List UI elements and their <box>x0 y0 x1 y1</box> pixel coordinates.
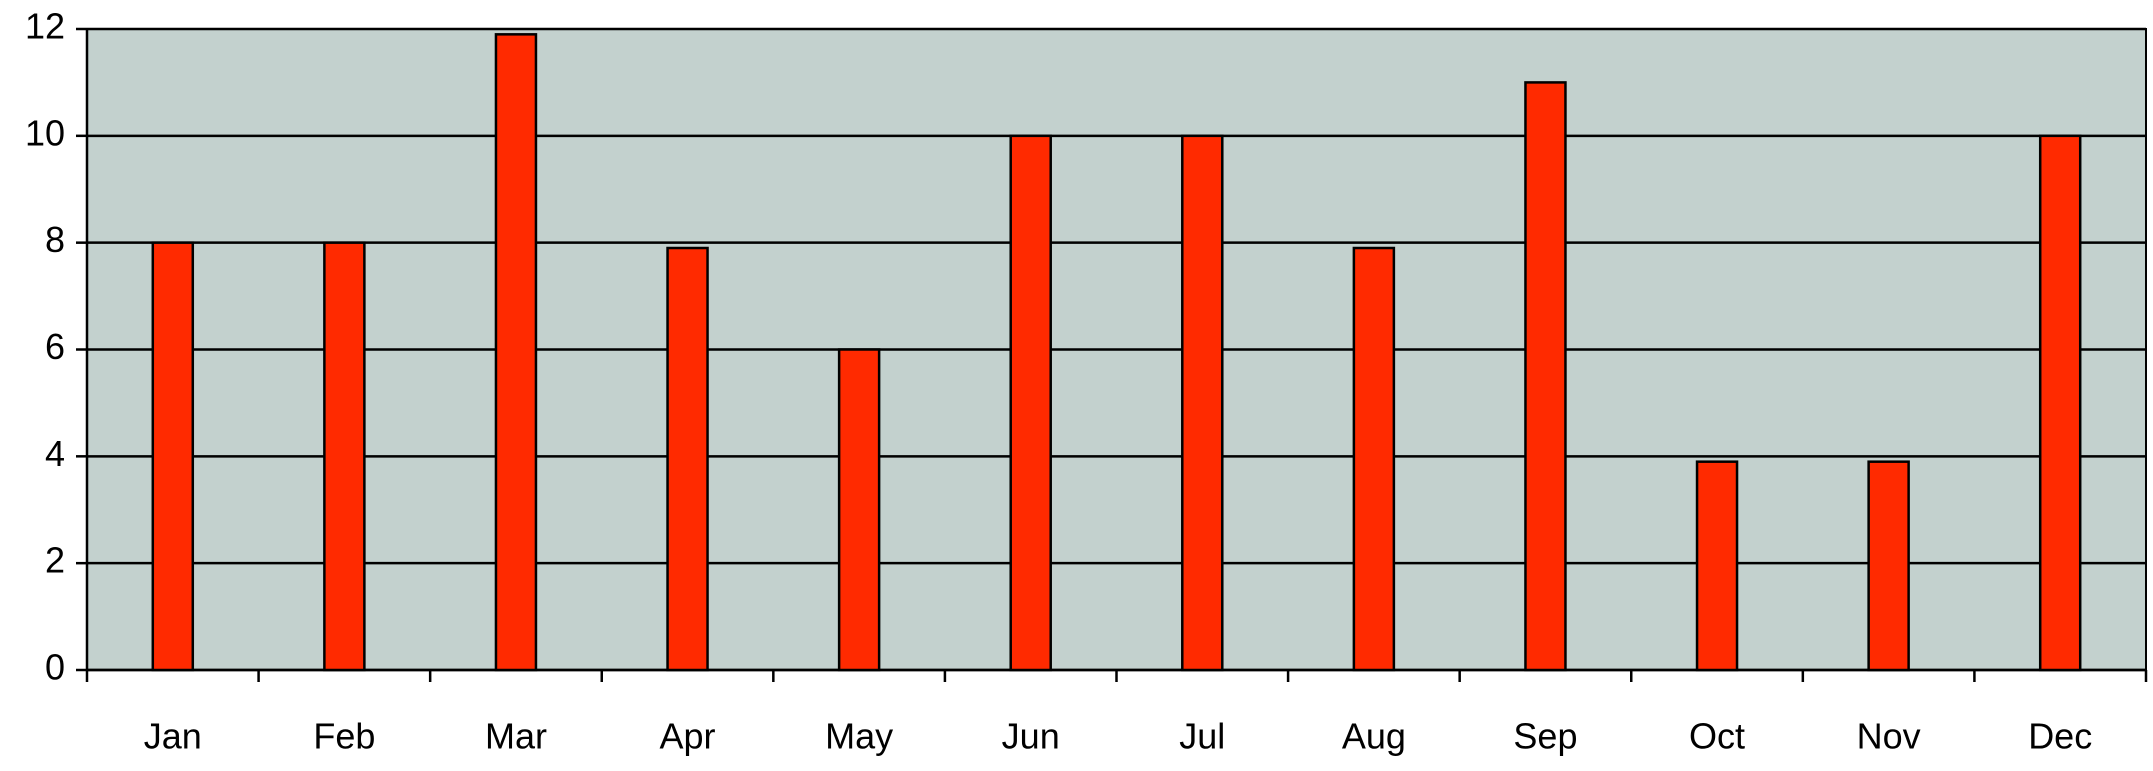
x-tick-label: Apr <box>660 716 716 757</box>
bar <box>1524 81 1567 672</box>
bar <box>1181 134 1224 672</box>
x-tick-label: Jan <box>144 716 202 757</box>
x-tick-label: Aug <box>1342 716 1406 757</box>
bar <box>666 246 709 672</box>
y-tick-label: 0 <box>45 647 65 688</box>
bar <box>494 33 538 672</box>
x-tick-label: Jun <box>1002 716 1060 757</box>
y-tick-label: 8 <box>45 219 65 260</box>
bar <box>2038 134 2082 672</box>
y-tick-label: 10 <box>25 112 65 153</box>
bar <box>1867 460 1910 672</box>
bar <box>837 348 881 672</box>
x-tick-label: Nov <box>1857 716 1921 757</box>
bar <box>151 241 195 672</box>
x-tick-label: May <box>825 716 893 757</box>
x-tick-label: Dec <box>2028 716 2092 757</box>
y-tick-label: 12 <box>25 6 65 47</box>
x-tick-label: Mar <box>485 716 547 757</box>
y-tick-label: 4 <box>45 433 65 474</box>
x-tick-label: Jul <box>1179 716 1225 757</box>
bar <box>1352 246 1396 672</box>
x-tick-label: Sep <box>1513 716 1577 757</box>
y-tick-label: 6 <box>45 326 65 367</box>
bar <box>1009 134 1052 672</box>
x-tick-label: Oct <box>1689 716 1745 757</box>
x-tick-label: Feb <box>313 716 375 757</box>
bar <box>1695 460 1739 672</box>
bar <box>323 241 366 672</box>
y-tick-label: 2 <box>45 540 65 581</box>
